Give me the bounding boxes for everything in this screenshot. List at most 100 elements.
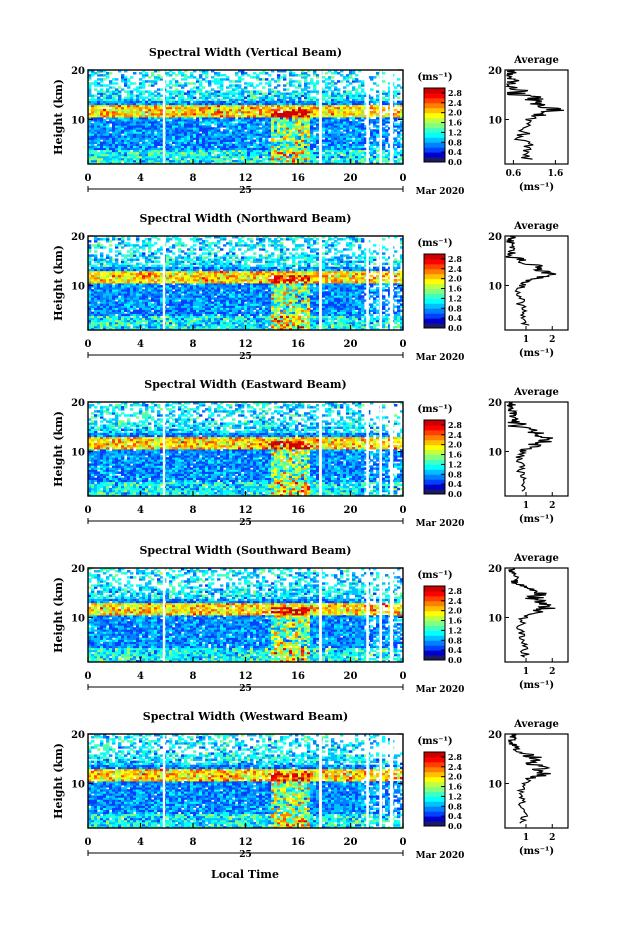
colorbar-tick-5: 1.6 (448, 782, 462, 792)
panel-4: Spectral Width (Southward Beam)1020Heigh… (52, 544, 569, 695)
data-gap-2 (319, 402, 322, 496)
data-gap-2 (319, 70, 322, 164)
panel-3: Spectral Width (Eastward Beam)1020Height… (52, 378, 569, 529)
data-gap-4 (379, 70, 382, 164)
average-profile-line (505, 69, 565, 160)
average-x-tick-2: 2 (549, 667, 555, 677)
colorbar-tick-1: 0.0 (448, 489, 462, 499)
y-tick-label-2: 20 (71, 730, 85, 741)
x-tick-label-7: 0 (400, 671, 407, 682)
chart-title: Spectral Width (Eastward Beam) (144, 378, 346, 391)
x-tick-label-3: 8 (190, 505, 197, 516)
x-tick-label-2: 4 (137, 671, 144, 682)
average-x-tick-1: 1 (523, 335, 529, 345)
average-x-unit: (ms⁻¹) (519, 680, 554, 691)
colorbar-tick-8: 2.8 (448, 88, 462, 98)
average-x-tick-2: 2 (549, 335, 555, 345)
average-frame (504, 401, 569, 497)
chart-title: Spectral Width (Westward Beam) (143, 710, 348, 723)
chart-title: Spectral Width (Vertical Beam) (149, 46, 342, 59)
x-tick-label-2: 4 (137, 837, 144, 848)
average-title: Average (513, 719, 559, 730)
x-tick-label-3: 8 (190, 173, 197, 184)
average-y-tick-2: 20 (488, 730, 502, 741)
y-axis-label: Height (km) (52, 245, 65, 321)
chart-title: Spectral Width (Northward Beam) (140, 212, 352, 225)
average-x-unit: (ms⁻¹) (519, 514, 554, 525)
chart-title: Spectral Width (Southward Beam) (139, 544, 351, 557)
heatmap-cells (88, 402, 404, 497)
colorbar: 0.00.40.81.21.62.02.42.8 (423, 751, 462, 831)
x-tick-label-1: 0 (85, 505, 92, 516)
data-gap-2 (319, 236, 322, 330)
average-y-tick-1: 10 (488, 281, 502, 292)
x-tick-label-1: 0 (85, 339, 92, 350)
y-tick-label-1: 10 (71, 779, 85, 790)
colorbar-tick-7: 2.4 (448, 430, 462, 440)
colorbar-tick-2: 0.4 (448, 479, 462, 489)
average-title: Average (513, 221, 559, 232)
average-profile-line (508, 567, 556, 658)
average-frame (504, 69, 569, 165)
x-tick-label-4: 12 (239, 837, 253, 848)
colorbar-tick-6: 2.0 (448, 772, 462, 782)
data-gap-4 (379, 402, 382, 496)
average-x-tick-1: 1 (523, 833, 529, 843)
x-tick-label-5: 16 (291, 339, 305, 350)
average-frame (504, 235, 569, 331)
x-tick-label-6: 20 (344, 837, 358, 848)
colorbar-tick-7: 2.4 (448, 264, 462, 274)
colorbar-tick-3: 0.8 (448, 469, 462, 479)
colorbar-tick-8: 2.8 (448, 586, 462, 596)
average-frame (504, 567, 569, 663)
panel-2: Spectral Width (Northward Beam)1020Heigh… (52, 212, 569, 363)
average-profile-line (505, 235, 557, 326)
x-tick-label-7: 0 (400, 837, 407, 848)
average-y-tick-2: 20 (488, 66, 502, 77)
colorbar-tick-5: 1.6 (448, 450, 462, 460)
data-gap-3 (366, 734, 369, 828)
x-tick-label-7: 0 (400, 339, 407, 350)
x-tick-label-2: 4 (137, 339, 144, 350)
colorbar-unit: (ms⁻¹) (417, 736, 452, 747)
average-title: Average (513, 55, 559, 66)
colorbar-tick-7: 2.4 (448, 762, 462, 772)
colorbar-tick-6: 2.0 (448, 606, 462, 616)
colorbar-tick-4: 1.2 (448, 127, 462, 137)
average-title: Average (513, 387, 559, 398)
y-tick-label-1: 10 (71, 281, 85, 292)
date-day-label: 25 (239, 850, 252, 860)
x-axis-label: Local Time (211, 868, 279, 881)
average-profile-line (508, 733, 551, 824)
x-tick-label-2: 4 (137, 173, 144, 184)
x-tick-label-4: 12 (239, 505, 253, 516)
x-tick-label-3: 8 (190, 837, 197, 848)
data-gap-2 (319, 734, 322, 828)
date-day-label: 25 (239, 684, 252, 694)
x-tick-label-4: 12 (239, 671, 253, 682)
y-tick-label-1: 10 (71, 115, 85, 126)
x-tick-label-1: 0 (85, 173, 92, 184)
date-label: Mar 2020 (416, 187, 465, 197)
colorbar-tick-4: 1.2 (448, 625, 462, 635)
colorbar-tick-3: 0.8 (448, 137, 462, 147)
colorbar-tick-6: 2.0 (448, 274, 462, 284)
data-gap-5 (389, 236, 394, 330)
x-tick-label-3: 8 (190, 671, 197, 682)
colorbar-unit: (ms⁻¹) (417, 570, 452, 581)
colorbar-tick-3: 0.8 (448, 801, 462, 811)
average-x-tick-2: 2 (549, 501, 555, 511)
colorbar-tick-6: 2.0 (448, 440, 462, 450)
y-axis-label: Height (km) (52, 411, 65, 487)
colorbar-tick-1: 0.0 (448, 821, 462, 831)
x-tick-label-5: 16 (291, 837, 305, 848)
panel-1: Spectral Width (Vertical Beam) 10 20 Height… (52, 46, 569, 197)
colorbar-unit: (ms⁻¹) (417, 404, 452, 415)
data-gap-5 (389, 70, 394, 164)
colorbar-tick-2: 0.4 (448, 811, 462, 821)
colorbar-tick-8: 2.8 (448, 254, 462, 264)
panel-5: Spectral Width (Westward Beam)1020Height… (52, 710, 569, 861)
date-label: Mar 2020 (416, 851, 465, 861)
x-tick-label-6: 20 (344, 339, 358, 350)
average-y-tick-1: 10 (488, 779, 502, 790)
